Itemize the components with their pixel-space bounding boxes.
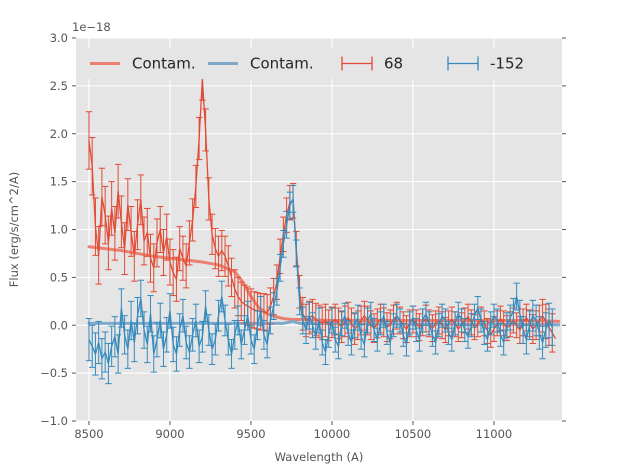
- y-tick-label: 0.0: [50, 318, 68, 332]
- series-errorbar--152: [85, 184, 556, 385]
- y-axis-offset-label: 1e−18: [72, 20, 111, 34]
- legend-box: [80, 48, 560, 79]
- data-polyline: [88, 196, 553, 364]
- legend-label: -152: [490, 55, 524, 73]
- legend-label: 68: [384, 55, 403, 73]
- series-line-contam-1: [87, 319, 561, 327]
- legend-label: Contam.: [132, 55, 196, 73]
- y-tick-label: −0.5: [40, 366, 68, 380]
- x-tick-label: 10500: [395, 427, 432, 441]
- y-axis-label: Flux (erg/s/cm^2/A): [7, 172, 21, 287]
- x-tick-label: 8500: [74, 427, 103, 441]
- x-tick-label: 11000: [476, 427, 513, 441]
- x-tick-label: 9000: [155, 427, 184, 441]
- legend-entry-2[interactable]: Contam.: [208, 55, 314, 73]
- data-polyline: [88, 79, 557, 339]
- x-tick-label: 10000: [314, 427, 351, 441]
- y-tick-label: 3.0: [50, 31, 68, 45]
- legend-label: Contam.: [250, 55, 314, 73]
- contamination-curve: [87, 319, 561, 327]
- y-tick-label: 2.0: [50, 127, 68, 141]
- legend-entry-4[interactable]: -152: [447, 55, 524, 73]
- y-tick-label: −1.0: [40, 414, 68, 428]
- legend-entry-1[interactable]: Contam.: [90, 55, 196, 73]
- x-tick-label: 9500: [236, 427, 265, 441]
- y-tick-label: 1.5: [50, 175, 68, 189]
- legend-entry-3[interactable]: 68: [341, 55, 403, 73]
- x-axis-label: Wavelength (A): [275, 450, 364, 464]
- y-tick-label: 0.5: [50, 270, 68, 284]
- y-tick-label: 1.0: [50, 223, 68, 237]
- y-tick-label: 2.5: [50, 79, 68, 93]
